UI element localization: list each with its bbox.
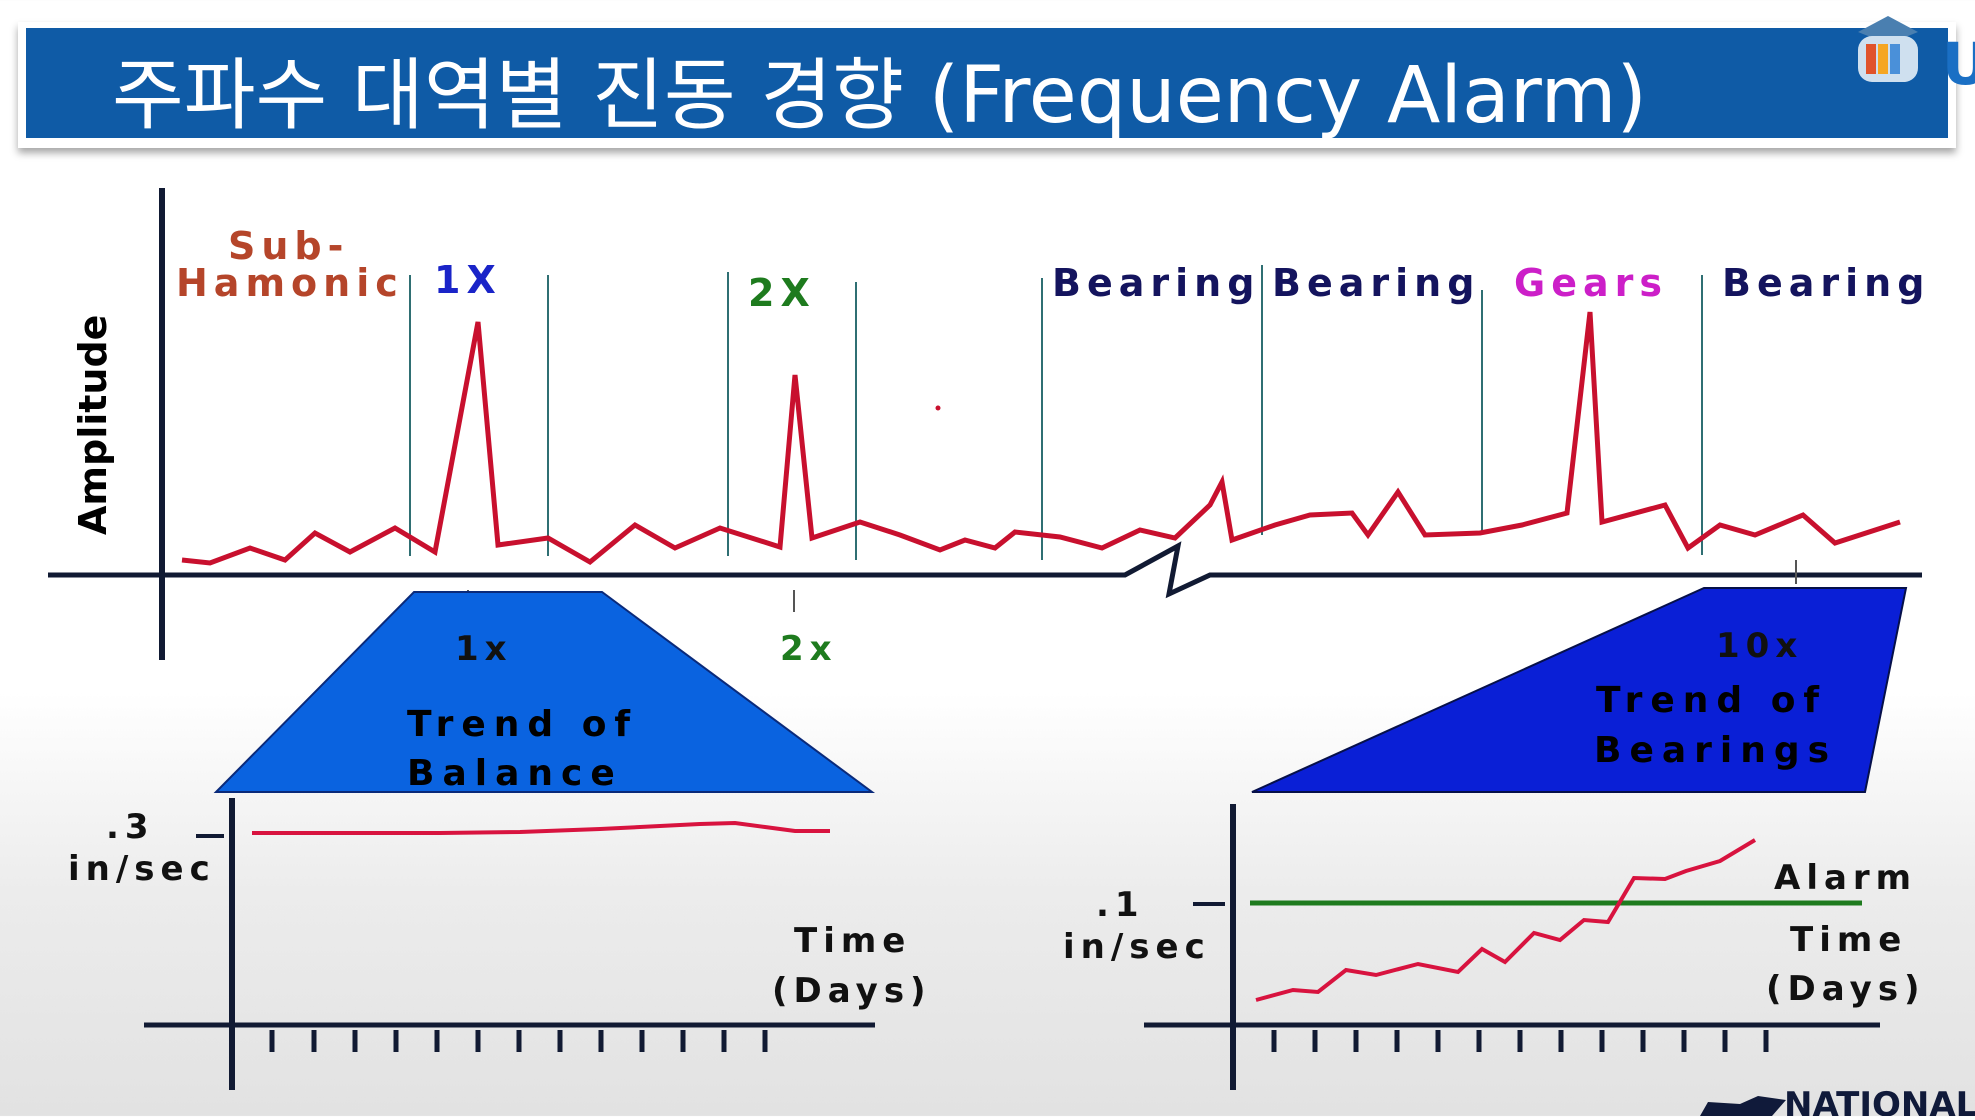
balance-trend-label-line2: Balance [407,753,623,794]
balance-y-value: .3 [106,807,155,847]
band-label-bearing-1: Bearing [1052,261,1260,305]
marker-10x-label: 10x [1716,626,1803,666]
slide-title: 주파수 대역별 진동 경향 (Frequency Alarm) [112,51,1647,141]
marker-2x-label: 2x [780,629,838,669]
balance-trend-line [252,820,830,835]
band-label-subharmonic-line2: Hamonic [176,261,404,305]
marker-1x-label: 1x [455,629,513,669]
bearing-trapezoid [1251,587,1908,793]
band-label-bearing-2: Bearing [1272,261,1480,305]
band-label-bearing-3: Bearing [1722,261,1930,305]
bearing-x-label-line2: (Days) [1766,969,1926,1009]
national-logo: NATIONAL [1700,1085,1975,1120]
band-label-2x: 2X [748,271,816,315]
bearing-x-label-line1: Time [1790,920,1907,960]
alarm-label: Alarm [1774,858,1917,898]
spectrum-axes [48,188,1922,660]
stray-dot [935,405,941,411]
band-label-1x: 1X [434,258,502,302]
balance-x-label-line1: Time [794,921,911,961]
balance-trapezoid [213,591,876,793]
amplitude-axis-label: Amplitude [71,315,115,535]
bearing-trend-axes [1144,804,1880,1090]
logo-text: NATIONAL [1784,1085,1975,1116]
bearing-y-unit: in/sec [1063,927,1211,967]
balance-trend-axes [144,798,875,1090]
balance-time-ticks [269,1030,768,1052]
spectrum-line [181,311,1901,566]
bearing-trend-label-line2: Bearings [1594,730,1837,771]
bearing-trend-label-line1: Trend of [1596,680,1827,721]
logo-badge-icon [1858,16,1918,82]
balance-y-unit: in/sec [68,849,216,889]
bearing-time-ticks [1271,1030,1769,1052]
logo-badge-letter: U [1942,30,1975,98]
bearing-y-value: .1 [1096,885,1145,925]
balance-x-label-line2: (Days) [772,971,932,1011]
title-bar: 주파수 대역별 진동 경향 (Frequency Alarm) [18,22,1956,148]
eagle-logo-icon [1700,1096,1786,1116]
band-label-subharmonic-line1: Sub- [228,224,349,268]
balance-trend-label-line1: Trend of [407,704,638,745]
band-dividers [409,265,1703,560]
bearing-trend-line [1255,838,1757,1002]
band-label-gears: Gears [1514,261,1668,305]
